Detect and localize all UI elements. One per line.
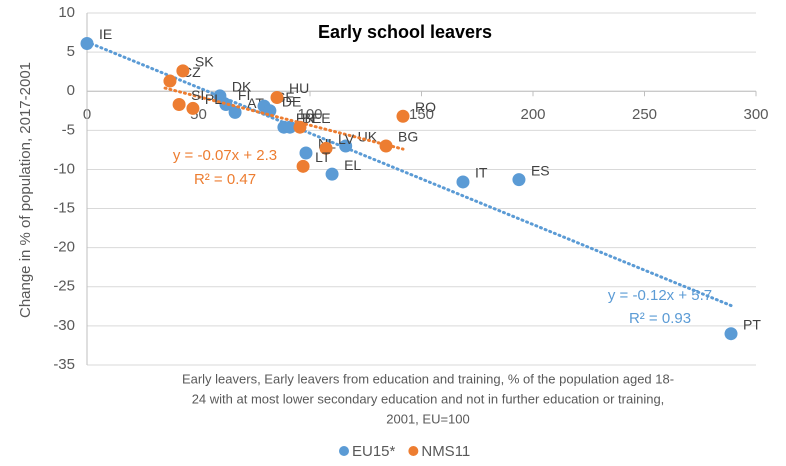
point [299,146,313,160]
x-tick-label: 300 [743,106,768,123]
point [512,173,526,187]
point-label: EE [312,110,331,126]
point [283,120,297,134]
point-label: RO [415,99,436,115]
legend-label: EU15* [352,443,396,460]
legend-label: NMS11 [421,443,470,460]
trendline [163,86,405,151]
point [724,327,738,341]
trend-r2: R² = 0.47 [194,171,256,188]
point [396,109,410,123]
y-axis-title: Change in % of population, 2017-2001 [17,62,34,318]
legend-marker [339,446,349,456]
point-label: FI [238,87,250,103]
point-label: PT [743,316,761,332]
x-axis-title: Early leavers, Early leavers from educat… [182,371,674,386]
point [319,141,333,155]
point [176,64,190,78]
x-tick-label: 250 [632,106,657,123]
point-label: BE [302,110,321,126]
trendline [85,40,733,308]
point [270,90,284,104]
point-label: IT [475,165,488,181]
y-tick-label: -10 [53,160,75,177]
point [379,139,393,153]
trend-equation: y = -0.07x + 2.3 [173,147,277,164]
point-label: DE [282,93,301,109]
x-tick-label: 100 [297,106,322,123]
x-axis-title: 2001, EU=100 [386,411,469,426]
point-label: LV [338,131,355,147]
point [263,104,277,118]
point [339,139,353,153]
point-label: ES [531,162,550,178]
y-tick-label: 10 [58,4,75,21]
point-label: SI [191,87,204,103]
point [80,37,94,51]
point [325,167,339,181]
point-label: HU [289,80,309,96]
x-axis-title: 24 with at most lower secondary educatio… [192,391,665,406]
point-label: BG [398,129,418,145]
point [456,175,470,189]
legend-marker [408,446,419,456]
point-label: EL [344,157,361,173]
point [219,98,233,112]
y-tick-label: 0 [67,82,75,99]
point-label: DK [232,79,252,95]
y-tick-label: -5 [62,121,75,138]
chart-title: Early school leavers [318,22,492,42]
y-tick-label: -20 [53,239,75,256]
x-tick-label: 200 [520,106,545,123]
point [172,98,186,112]
point-label: LT [315,149,331,165]
point [296,159,310,173]
y-tick-label: -15 [53,200,75,217]
y-tick-label: 5 [67,43,75,60]
x-tick-label: 150 [409,106,434,123]
point [293,120,307,134]
y-tick-label: -35 [53,356,75,373]
y-tick-label: -30 [53,317,75,334]
point-label: SK [195,54,214,70]
point-label: IE [99,26,112,42]
y-tick-label: -25 [53,278,75,295]
point [228,105,242,119]
point-label: PL [205,91,222,107]
point [163,74,177,88]
trend-r2: R² = 0.93 [629,310,691,327]
point [186,101,200,115]
trend-equation: y = -0.12x + 5.7 [608,287,712,304]
